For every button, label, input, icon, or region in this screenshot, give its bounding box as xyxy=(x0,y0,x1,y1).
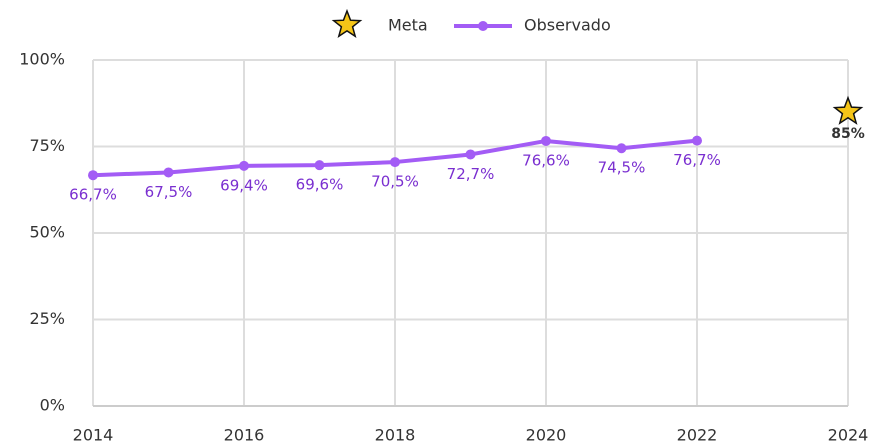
y-tick-label: 0% xyxy=(40,396,65,415)
y-tick-label: 75% xyxy=(29,136,65,155)
data-label: 69,6% xyxy=(296,176,344,194)
legend-marker xyxy=(331,8,363,39)
point xyxy=(239,160,249,171)
point xyxy=(163,167,174,178)
data-label: 72,7% xyxy=(447,165,495,183)
y-tick-label: 50% xyxy=(29,223,65,242)
point xyxy=(692,135,702,146)
x-tick-label: 2014 xyxy=(73,426,114,445)
data-label: 85% xyxy=(831,126,865,142)
point xyxy=(88,170,98,181)
point xyxy=(390,157,400,168)
data-label: 70,5% xyxy=(371,173,419,191)
data-label: 74,5% xyxy=(598,159,646,177)
x-tick-label: 2016 xyxy=(224,426,265,445)
legend-label: Meta xyxy=(388,16,428,35)
x-tick-label: 2022 xyxy=(677,426,718,445)
point xyxy=(541,135,551,146)
data-label: 66,7% xyxy=(69,186,117,204)
legend-marker xyxy=(478,21,488,31)
data-label: 76,7% xyxy=(673,151,721,169)
y-tick-label: 25% xyxy=(29,309,65,328)
point xyxy=(465,149,476,160)
legend-label: Observado xyxy=(524,16,611,35)
data-label: 69,4% xyxy=(220,176,268,194)
data-label: 76,6% xyxy=(522,151,570,169)
data-label: 67,5% xyxy=(145,183,193,201)
goal-star xyxy=(832,95,864,125)
point xyxy=(314,160,325,171)
x-tick-label: 2018 xyxy=(375,426,416,445)
x-tick-label: 2024 xyxy=(828,426,869,445)
x-tick-label: 2020 xyxy=(526,426,567,445)
point xyxy=(616,143,627,154)
y-tick-label: 100% xyxy=(19,50,65,69)
